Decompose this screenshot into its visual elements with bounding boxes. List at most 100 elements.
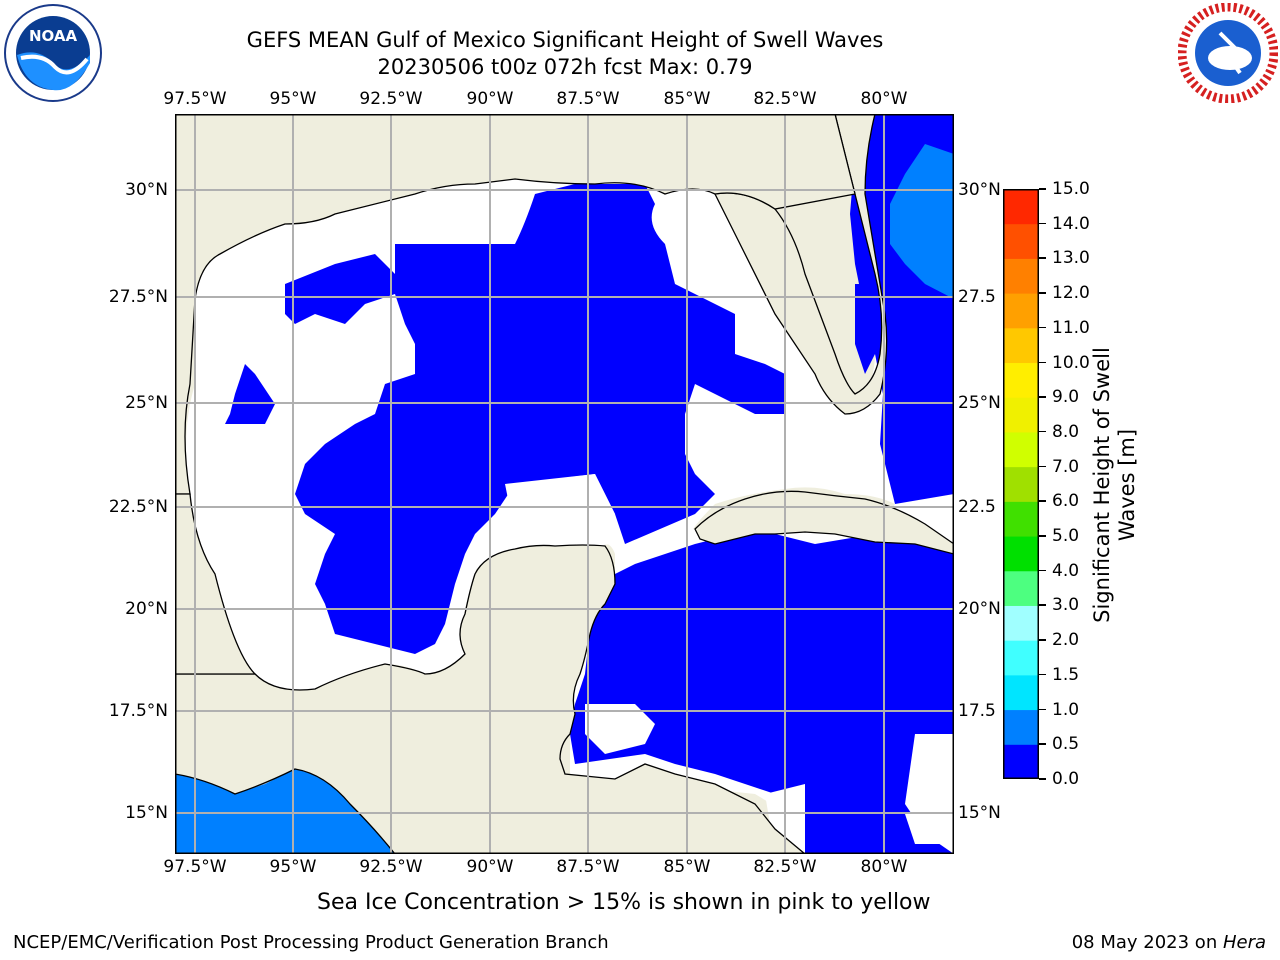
colorbar-tick-mark bbox=[1039, 500, 1046, 502]
colorbar-tick-mark bbox=[1039, 188, 1046, 190]
colorbar-segment bbox=[1003, 362, 1039, 398]
colorbar-tick-label: 1.0 bbox=[1052, 699, 1080, 720]
colorbar-tick-mark bbox=[1039, 708, 1046, 711]
lon-label-top: 95°W bbox=[269, 89, 317, 109]
sea-ice-caption: Sea Ice Concentration > 15% is shown in … bbox=[317, 890, 931, 915]
colorbar-tick-mark bbox=[1039, 535, 1046, 537]
lon-label-bottom: 95°W bbox=[269, 857, 317, 877]
colorbar-tick-mark bbox=[1039, 292, 1046, 294]
colorbar-segment bbox=[1003, 293, 1039, 329]
colorbar-segment bbox=[1003, 640, 1039, 676]
colorbar-tick-mark bbox=[1039, 396, 1046, 398]
swell-patch-caribbean bbox=[570, 534, 954, 854]
colorbar-tick-label: 2.0 bbox=[1052, 630, 1080, 651]
colorbar-tick-mark bbox=[1039, 465, 1046, 468]
map-frame bbox=[175, 114, 954, 854]
colorbar-tick-mark bbox=[1039, 569, 1046, 572]
colorbar-tick-label: 9.0 bbox=[1052, 387, 1080, 408]
colorbar-tick-mark bbox=[1039, 326, 1046, 329]
lat-label-left: 20°N bbox=[125, 599, 168, 619]
colorbar-segment bbox=[1003, 466, 1039, 502]
colorbar-tick-label: 13.0 bbox=[1052, 248, 1090, 269]
colorbar-tick-mark bbox=[1039, 257, 1046, 259]
colorbar-tick-label: 1.5 bbox=[1052, 664, 1080, 685]
colorbar-tick-mark bbox=[1039, 222, 1046, 225]
lon-label-bottom: 90°W bbox=[466, 857, 514, 877]
colorbar-tick-label: 8.0 bbox=[1052, 421, 1080, 442]
colorbar-tick-label: 3.0 bbox=[1052, 595, 1080, 616]
colorbar-segment bbox=[1003, 431, 1039, 468]
lat-label-right: 25°N bbox=[958, 393, 1001, 413]
us-gulf-coast bbox=[174, 113, 856, 495]
colorbar-tick-mark bbox=[1039, 743, 1046, 745]
colorbar-segment bbox=[1003, 570, 1039, 606]
colorbar-segment bbox=[1003, 258, 1039, 294]
lon-label-top: 82.5°W bbox=[753, 89, 817, 109]
noaa-logo: NOAA bbox=[3, 3, 103, 103]
lat-label-right: 22.5 bbox=[958, 497, 996, 517]
pacific-swell-0-5 bbox=[175, 769, 395, 854]
lat-label-right: 17.5 bbox=[958, 701, 996, 721]
colorbar-tick-label: 6.0 bbox=[1052, 491, 1080, 512]
lon-label-bottom: 80°W bbox=[860, 857, 908, 877]
lon-label-bottom: 87.5°W bbox=[556, 857, 620, 877]
colorbar-frame bbox=[1003, 189, 1039, 779]
zero-hole-caribbean bbox=[585, 704, 655, 754]
colorbar-tick-label: 7.0 bbox=[1052, 456, 1080, 477]
colorbar-tick-mark bbox=[1039, 778, 1046, 780]
colorbar-tick-label: 0.0 bbox=[1052, 769, 1080, 789]
lon-label-top: 87.5°W bbox=[556, 89, 620, 109]
lon-label-bottom: 92.5°W bbox=[359, 857, 423, 877]
swell-patch-east-florida bbox=[855, 284, 875, 374]
colorbar-tick-mark bbox=[1039, 604, 1046, 606]
colorbar-segment bbox=[1003, 397, 1039, 433]
lat-label-left: 17.5°N bbox=[108, 701, 168, 721]
lat-label-left: 27.5°N bbox=[108, 287, 168, 307]
title-line-2: 20230506 t00z 072h fcst Max: 0.79 bbox=[377, 55, 753, 79]
lat-label-right: 15°N bbox=[958, 803, 1001, 823]
nws-logo bbox=[1177, 2, 1279, 104]
zero-hole-southeast bbox=[905, 814, 945, 844]
colorbar-label: Significant Height of Swell Waves [m] bbox=[1090, 347, 1139, 623]
lon-label-top: 85°W bbox=[663, 89, 711, 109]
gulf-of-mexico-map bbox=[174, 113, 955, 855]
colorbar-segment bbox=[1003, 223, 1039, 259]
colorbar-tick-label: 14.0 bbox=[1052, 213, 1090, 234]
colorbar-segment bbox=[1003, 501, 1039, 537]
colorbar-tick-label: 11.0 bbox=[1052, 317, 1090, 338]
colorbar bbox=[1003, 189, 1039, 780]
atlantic-swell-0-5 bbox=[890, 144, 954, 299]
swell-patch-central bbox=[295, 184, 785, 654]
colorbar-tick-label: 12.0 bbox=[1052, 283, 1090, 304]
footer-org: NCEP/EMC/Verification Post Processing Pr… bbox=[13, 932, 609, 953]
colorbar-segment bbox=[1003, 709, 1039, 745]
colorbar-tick-mark bbox=[1039, 639, 1046, 641]
colorbar-segment bbox=[1003, 674, 1039, 711]
footer-date-text: 08 May 2023 on bbox=[1071, 932, 1223, 953]
colorbar-tick-mark bbox=[1039, 361, 1046, 364]
title-line-1: GEFS MEAN Gulf of Mexico Significant Hei… bbox=[246, 28, 884, 52]
colorbar-tick-label: 15.0 bbox=[1052, 179, 1090, 199]
colorbar-tick-label: 10.0 bbox=[1052, 352, 1090, 373]
colorbar-segment bbox=[1003, 605, 1039, 641]
lon-label-bottom: 85°W bbox=[663, 857, 711, 877]
footer-date: 08 May 2023 on Hera bbox=[1072, 932, 1266, 953]
footer-host: Hera bbox=[1222, 932, 1266, 953]
lat-label-right: 20°N bbox=[958, 599, 1001, 619]
lon-label-bottom: 82.5°W bbox=[753, 857, 817, 877]
lon-label-top: 97.5°W bbox=[163, 89, 227, 109]
lat-lon-gridlines bbox=[175, 114, 954, 854]
swell-patch-west bbox=[225, 364, 275, 424]
colorbar-tick-mark bbox=[1039, 673, 1046, 676]
colorbar-tick-mark bbox=[1039, 430, 1046, 433]
lon-label-top: 90°W bbox=[466, 89, 514, 109]
swell-patch-northwest bbox=[285, 254, 395, 324]
lon-label-bottom: 97.5°W bbox=[163, 857, 227, 877]
lat-label-left: 30°N bbox=[125, 180, 168, 200]
colorbar-segment bbox=[1003, 744, 1039, 780]
colorbar-tick-label: 5.0 bbox=[1052, 526, 1080, 547]
lon-label-top: 80°W bbox=[860, 89, 908, 109]
svg-text:NOAA: NOAA bbox=[29, 27, 78, 45]
lon-label-top: 92.5°W bbox=[359, 89, 423, 109]
lat-label-left: 15°N bbox=[125, 803, 168, 823]
